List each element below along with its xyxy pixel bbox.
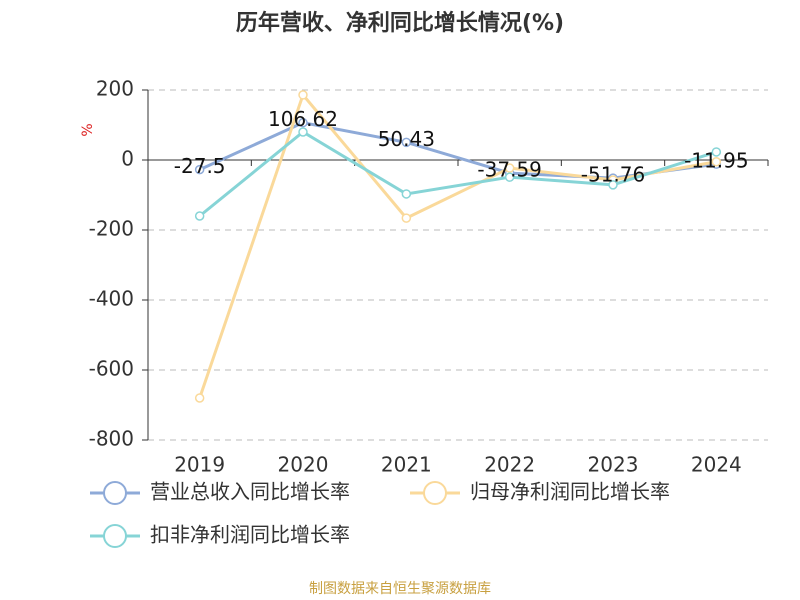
point xyxy=(298,90,308,100)
point xyxy=(401,137,412,148)
y-tick-label: -600 xyxy=(89,357,134,381)
x-tick-label: 2023 xyxy=(588,453,639,477)
chart-title: 历年营收、净利同比增长情况(%) xyxy=(236,10,564,36)
legend-label: 营业总收入同比增长率 xyxy=(150,480,350,504)
data-label: -51.76 xyxy=(581,163,645,187)
data-label: 106.62 xyxy=(268,107,338,131)
point xyxy=(711,157,722,167)
legend-label: 扣非净利润同比增长率 xyxy=(150,523,350,547)
legend-label: 归母净利润同比增长率 xyxy=(470,480,670,504)
x-tick-label: 2021 xyxy=(381,453,432,477)
data-label: -11.95 xyxy=(684,149,748,173)
point xyxy=(608,180,618,190)
source-note: 制图数据来自恒生聚源数据库 xyxy=(309,581,491,597)
point xyxy=(194,393,205,403)
y-tick-label: -800 xyxy=(89,427,134,451)
point xyxy=(298,117,308,128)
x-tick-label: 2024 xyxy=(691,453,742,477)
point xyxy=(401,189,412,199)
data-label: 50.43 xyxy=(378,127,435,151)
legend-marker xyxy=(103,481,127,505)
y-tick-label: -400 xyxy=(89,287,134,311)
y-tick-label: 200 xyxy=(96,77,134,101)
series-line xyxy=(198,130,717,218)
point xyxy=(504,163,515,173)
y-axis-label: % xyxy=(80,123,96,136)
series-line xyxy=(198,91,717,399)
point xyxy=(298,127,308,137)
x-tick-label: 2020 xyxy=(278,453,329,477)
y-tick-label: -200 xyxy=(89,217,134,241)
legend-marker xyxy=(423,481,447,505)
legend-marker xyxy=(103,524,127,548)
data-label: -37.59 xyxy=(477,158,541,182)
x-tick-label: 2019 xyxy=(174,453,225,477)
x-tick-label: 2022 xyxy=(484,453,535,477)
data-label: -27.5 xyxy=(174,154,226,178)
point xyxy=(401,213,412,223)
point xyxy=(504,172,515,182)
point xyxy=(194,164,205,175)
point xyxy=(194,211,205,221)
point xyxy=(711,147,722,157)
y-tick-label: 0 xyxy=(121,147,134,171)
